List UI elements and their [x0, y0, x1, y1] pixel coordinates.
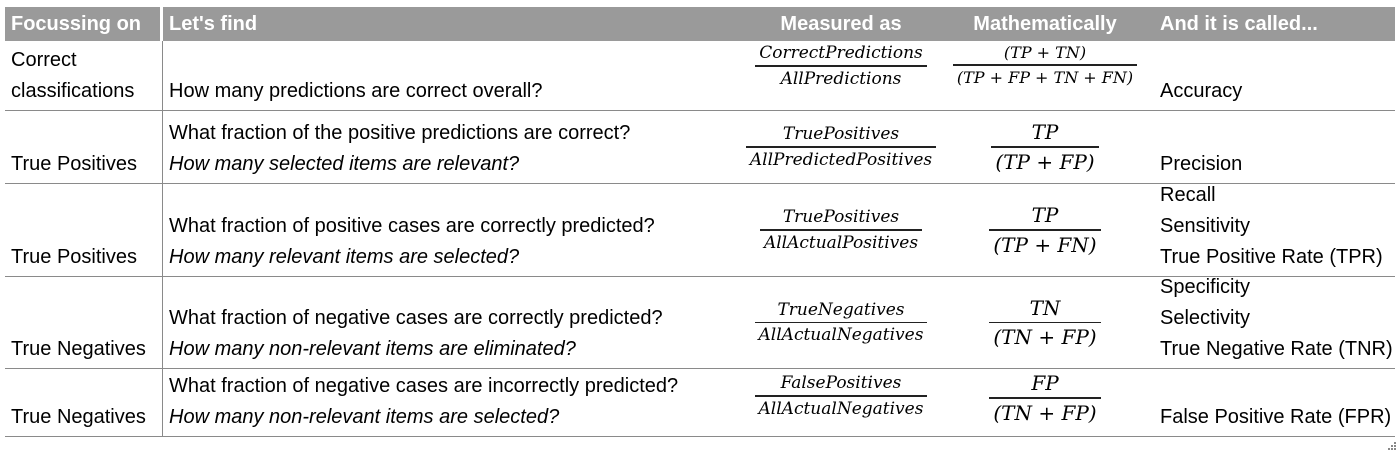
fraction-denominator: (TP + FN): [993, 232, 1097, 257]
fraction-numerator: TruePositives: [782, 124, 900, 145]
row-fpr-measured: FalsePositives AllActualNegatives: [746, 369, 936, 437]
math-fraction: TN (TN + FP): [989, 295, 1101, 350]
row-fpr-focus: True Negatives: [5, 369, 163, 437]
row-fpr-math: FP (TN + FP): [936, 369, 1154, 437]
row-specificity-focus: True Negatives: [5, 277, 163, 369]
header-and-it-is-called: And it is called...: [1154, 7, 1395, 41]
row-specificity-find: What fraction of negative cases are corr…: [163, 277, 746, 369]
fraction-bar: [989, 397, 1101, 399]
row-fpr-names: False Positive Rate (FPR): [1154, 369, 1395, 437]
fraction-numerator: CorrectPredictions: [759, 43, 923, 63]
row-recall-names: Recall Sensitivity True Positive Rate (T…: [1154, 184, 1395, 277]
header-measured-as: Measured as: [746, 7, 936, 41]
math-fraction: TP (TP + FN): [989, 203, 1101, 257]
fraction-numerator: FP: [1031, 371, 1059, 395]
measured-fraction: FalsePositives AllActualNegatives: [754, 373, 928, 419]
fraction-bar: [989, 229, 1101, 231]
row-recall-find: What fraction of positive cases are corr…: [163, 184, 746, 277]
question-italic-text: How many relevant items are selected?: [169, 246, 520, 268]
row-precision-names: Precision: [1154, 111, 1395, 184]
fraction-bar: [989, 321, 1101, 324]
row-accuracy-focus: Correct classifications: [5, 41, 163, 111]
fraction-denominator: (TN + FP): [993, 325, 1097, 350]
math-fraction: FP (TN + FP): [989, 371, 1101, 425]
metric-name: Specificity: [1160, 277, 1251, 298]
focus-line: True Negatives: [11, 406, 146, 428]
row-accuracy-names: Accuracy: [1154, 41, 1395, 111]
metric-name: Recall: [1160, 184, 1216, 206]
question-italic-text: How many non-relevant items are eliminat…: [169, 338, 576, 360]
row-precision-find: What fraction of the positive prediction…: [163, 111, 746, 184]
focus-line: True Positives: [11, 246, 137, 268]
row-recall-measured: TruePositives AllActualPositives: [746, 184, 936, 277]
question-text: What fraction of positive cases are corr…: [169, 215, 655, 237]
fraction-denominator: (TP + FP): [995, 149, 1095, 174]
header-lets-find: Let's find: [163, 7, 746, 41]
fraction-denominator: AllPredictedPositives: [749, 149, 933, 170]
metric-name: False Positive Rate (FPR): [1160, 406, 1392, 428]
metric-name: Selectivity: [1160, 307, 1251, 329]
header-focussing-on: Focussing on: [5, 7, 160, 41]
row-precision-measured: TruePositives AllPredictedPositives: [745, 111, 937, 184]
math-fraction: (TP + TN) (TP + FP + TN + FN): [952, 43, 1138, 87]
row-accuracy-find: How many predictions are correct overall…: [163, 41, 746, 111]
fraction-bar: [759, 229, 923, 231]
measured-fraction: CorrectPredictions AllPredictions: [755, 43, 927, 89]
focus-line: True Positives: [11, 153, 137, 175]
row-precision-focus: True Positives: [5, 111, 163, 184]
row-accuracy-measured: CorrectPredictions AllPredictions: [746, 41, 936, 111]
row-specificity-math: TN (TN + FP): [936, 277, 1154, 369]
measured-fraction: TrueNegatives AllActualNegatives: [754, 299, 928, 346]
question-text: What fraction of the positive prediction…: [169, 122, 631, 144]
row-recall-math: TP (TP + FN): [936, 184, 1154, 277]
row-precision-math: TP (TP + FP): [936, 111, 1154, 184]
fraction-numerator: TP: [1031, 203, 1059, 228]
fraction-denominator: AllActualNegatives: [758, 325, 924, 346]
metric-name: Sensitivity: [1160, 215, 1251, 237]
question-italic-text: How many non-relevant items are selected…: [169, 406, 560, 428]
fraction-numerator: TruePositives: [782, 207, 900, 228]
measured-fraction: TruePositives AllActualPositives: [759, 207, 923, 253]
row-specificity-names: Specificity Selectivity True Negative Ra…: [1154, 277, 1395, 369]
fraction-bar: [754, 321, 928, 324]
metric-name: True Positive Rate (TPR): [1160, 246, 1383, 268]
fraction-denominator: AllActualNegatives: [758, 398, 924, 419]
fraction-bar: [745, 146, 937, 148]
table-grid: Focussing on Let's find Measured as Math…: [5, 7, 1395, 437]
fraction-bar: [952, 64, 1138, 66]
metric-name: True Negative Rate (TNR): [1160, 338, 1393, 360]
fraction-bar: [991, 146, 1099, 148]
row-recall-focus: True Positives: [5, 184, 163, 277]
fraction-bar: [755, 65, 927, 67]
fraction-numerator: TP: [1031, 120, 1059, 145]
fraction-numerator: FalsePositives: [780, 373, 902, 393]
fraction-denominator: AllActualPositives: [763, 232, 919, 253]
question-text: How many predictions are correct overall…: [169, 80, 543, 102]
fraction-bar: [754, 395, 928, 397]
row-accuracy-math: (TP + TN) (TP + FP + TN + FN): [936, 41, 1154, 111]
fraction-numerator: TN: [1029, 295, 1061, 320]
fraction-numerator: TrueNegatives: [777, 299, 905, 320]
fraction-denominator: (TP + FP + TN + FN): [956, 67, 1134, 87]
question-italic-text: How many selected items are relevant?: [169, 153, 520, 175]
fraction-denominator: AllPredictions: [780, 68, 902, 89]
metrics-table: Focussing on Let's find Measured as Math…: [5, 7, 1395, 437]
row-specificity-measured: TrueNegatives AllActualNegatives: [746, 277, 936, 369]
fraction-numerator: (TP + TN): [1003, 43, 1087, 62]
row-fpr-find: What fraction of negative cases are inco…: [163, 369, 746, 437]
math-fraction: TP (TP + FP): [991, 120, 1099, 174]
focus-line: classifications: [11, 80, 135, 102]
measured-fraction: TruePositives AllPredictedPositives: [745, 124, 937, 170]
question-text: What fraction of negative cases are inco…: [169, 375, 679, 397]
question-text: What fraction of negative cases are corr…: [169, 307, 663, 329]
fraction-denominator: (TN + FP): [993, 400, 1097, 425]
metric-name: Precision: [1160, 153, 1243, 175]
focus-line: Correct: [11, 49, 77, 71]
metric-name: Accuracy: [1160, 80, 1243, 102]
focus-line: True Negatives: [11, 338, 146, 360]
header-mathematically: Mathematically: [936, 7, 1154, 41]
resize-handle-icon[interactable]: [1387, 441, 1397, 451]
